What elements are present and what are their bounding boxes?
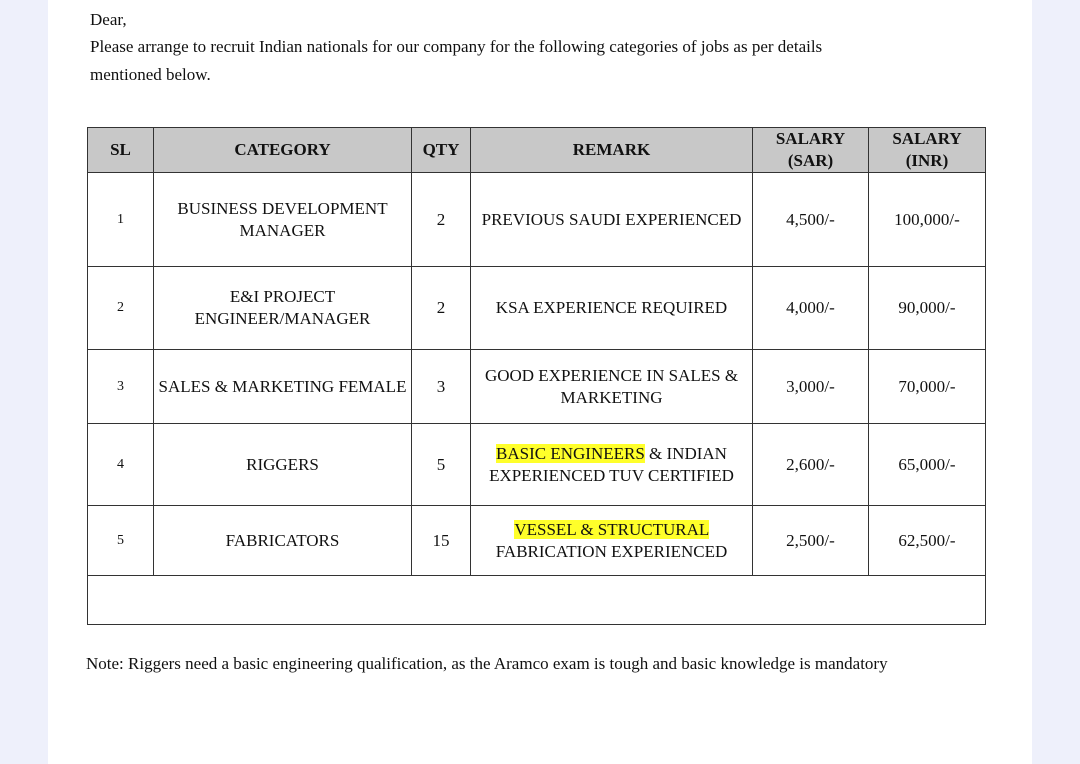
cell-salary-inr: 100,000/- bbox=[868, 172, 986, 267]
cell-qty: 3 bbox=[411, 349, 471, 424]
salutation: Dear, bbox=[90, 10, 127, 29]
cell-sl: 1 bbox=[87, 172, 154, 267]
letter-body-cont: mentioned below. bbox=[90, 65, 211, 84]
remark-text: & INDIAN EXPERIENCED TUV CERTIFIED bbox=[489, 443, 734, 485]
note: Note: Riggers need a basic engineering q… bbox=[86, 654, 888, 673]
empty-cell bbox=[87, 575, 986, 625]
cell-remark: KSA EXPERIENCE REQUIRED bbox=[470, 266, 753, 350]
cell-salary-sar: 2,600/- bbox=[752, 423, 869, 506]
cell-sl: 2 bbox=[87, 266, 154, 350]
cell-category: BUSINESS DEVELOPMENT MANAGER bbox=[153, 172, 412, 267]
remark-text: FABRICATION EXPERIENCED bbox=[495, 541, 728, 561]
highlighted-text: BASIC ENGINEERS bbox=[496, 443, 645, 463]
cell-qty: 2 bbox=[411, 172, 471, 267]
letter-body: Please arrange to recruit Indian nationa… bbox=[90, 37, 823, 56]
cell-category: RIGGERS bbox=[153, 423, 412, 506]
remark-text: GOOD EXPERIENCE IN SALES & MARKETING bbox=[484, 365, 739, 407]
cell-sl: 3 bbox=[87, 349, 154, 424]
empty-row bbox=[87, 575, 986, 625]
header-salary-sar: SALARY (SAR) bbox=[752, 127, 869, 173]
cell-qty: 5 bbox=[411, 423, 471, 506]
cell-remark: BASIC ENGINEERS & INDIAN EXPERIENCED TUV… bbox=[470, 423, 753, 506]
header-remark: REMARK bbox=[470, 127, 753, 173]
cell-category: SALES & MARKETING FEMALE bbox=[153, 349, 412, 424]
remark-text: PREVIOUS SAUDI EXPERIENCED bbox=[481, 209, 742, 229]
cell-category: E&I PROJECT ENGINEER/MANAGER bbox=[153, 266, 412, 350]
table-row: 5 FABRICATORS 15 VESSEL & STRUCTURAL FABRIC… bbox=[87, 505, 986, 576]
cell-remark: GOOD EXPERIENCE IN SALES & MARKETING bbox=[470, 349, 753, 424]
cell-salary-sar: 3,000/- bbox=[752, 349, 869, 424]
table-header-row: SL CATEGORY QTY REMARK SALARY (SAR) SALA… bbox=[87, 127, 986, 173]
cell-salary-sar: 2,500/- bbox=[752, 505, 869, 576]
cell-remark: PREVIOUS SAUDI EXPERIENCED bbox=[470, 172, 753, 267]
header-qty: QTY bbox=[411, 127, 471, 173]
cell-sl: 5 bbox=[87, 505, 154, 576]
cell-remark: VESSEL & STRUCTURAL FABRICATION EXPERIEN… bbox=[470, 505, 753, 576]
table-row: 3 SALES & MARKETING FEMALE 3 GOOD EXPERIENC… bbox=[87, 349, 986, 424]
cell-salary-inr: 65,000/- bbox=[868, 423, 986, 506]
cell-sl: 4 bbox=[87, 423, 154, 506]
cell-qty: 2 bbox=[411, 266, 471, 350]
cell-salary-inr: 70,000/- bbox=[868, 349, 986, 424]
cell-category: FABRICATORS bbox=[153, 505, 412, 576]
table-row: 4 RIGGERS 5 BASIC ENGINEERS & INDIAN EXPERI… bbox=[87, 423, 986, 506]
remark-text: KSA EXPERIENCE REQUIRED bbox=[495, 298, 728, 317]
jobs-table: SL CATEGORY QTY REMARK SALARY (SAR) SALA… bbox=[87, 127, 986, 625]
table-row: 2 E&I PROJECT ENGINEER/MANAGER 2 KSA EXPERI… bbox=[87, 266, 986, 350]
table-row: 1 BUSINESS DEVELOPMENT MANAGER 2 PREVIOUS S… bbox=[87, 172, 986, 267]
cell-qty: 15 bbox=[411, 505, 471, 576]
cell-salary-sar: 4,000/- bbox=[752, 266, 869, 350]
header-salary-inr: SALARY (INR) bbox=[868, 127, 986, 173]
header-sl: SL bbox=[87, 127, 154, 173]
header-category: CATEGORY bbox=[153, 127, 412, 173]
highlighted-text: VESSEL & STRUCTURAL bbox=[514, 519, 709, 539]
cell-salary-inr: 90,000/- bbox=[868, 266, 986, 350]
cell-salary-inr: 62,500/- bbox=[868, 505, 986, 576]
cell-salary-sar: 4,500/- bbox=[752, 172, 869, 267]
